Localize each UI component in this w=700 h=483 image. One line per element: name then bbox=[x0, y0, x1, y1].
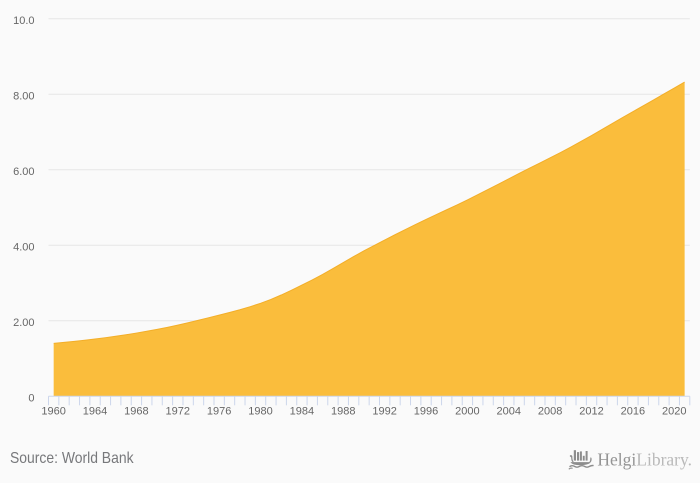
svg-text:10.0: 10.0 bbox=[13, 15, 34, 27]
svg-text:2020: 2020 bbox=[662, 406, 686, 418]
svg-text:1984: 1984 bbox=[290, 406, 314, 418]
svg-text:4.00: 4.00 bbox=[13, 242, 34, 254]
svg-text:2.00: 2.00 bbox=[13, 317, 34, 329]
svg-text:2000: 2000 bbox=[455, 406, 479, 418]
svg-text:1980: 1980 bbox=[248, 406, 272, 418]
svg-text:1968: 1968 bbox=[124, 406, 148, 418]
svg-text:2008: 2008 bbox=[538, 406, 562, 418]
svg-text:2016: 2016 bbox=[621, 406, 645, 418]
svg-text:1960: 1960 bbox=[41, 406, 65, 418]
svg-text:6.00: 6.00 bbox=[13, 166, 34, 178]
svg-text:1996: 1996 bbox=[414, 406, 438, 418]
svg-text:1964: 1964 bbox=[83, 406, 107, 418]
svg-text:0: 0 bbox=[28, 393, 34, 405]
svg-text:1972: 1972 bbox=[166, 406, 190, 418]
svg-text:8.00: 8.00 bbox=[13, 91, 34, 103]
svg-text:1992: 1992 bbox=[372, 406, 396, 418]
svg-text:1976: 1976 bbox=[207, 406, 231, 418]
svg-text:1988: 1988 bbox=[331, 406, 355, 418]
svg-text:2004: 2004 bbox=[497, 406, 521, 418]
svg-text:HelgiLibrary.: HelgiLibrary. bbox=[597, 449, 692, 469]
svg-text:2012: 2012 bbox=[579, 406, 603, 418]
